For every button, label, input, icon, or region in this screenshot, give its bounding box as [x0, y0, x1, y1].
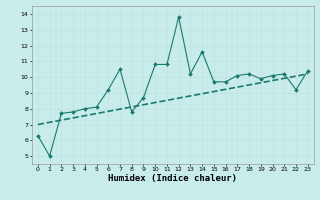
X-axis label: Humidex (Indice chaleur): Humidex (Indice chaleur) — [108, 174, 237, 183]
